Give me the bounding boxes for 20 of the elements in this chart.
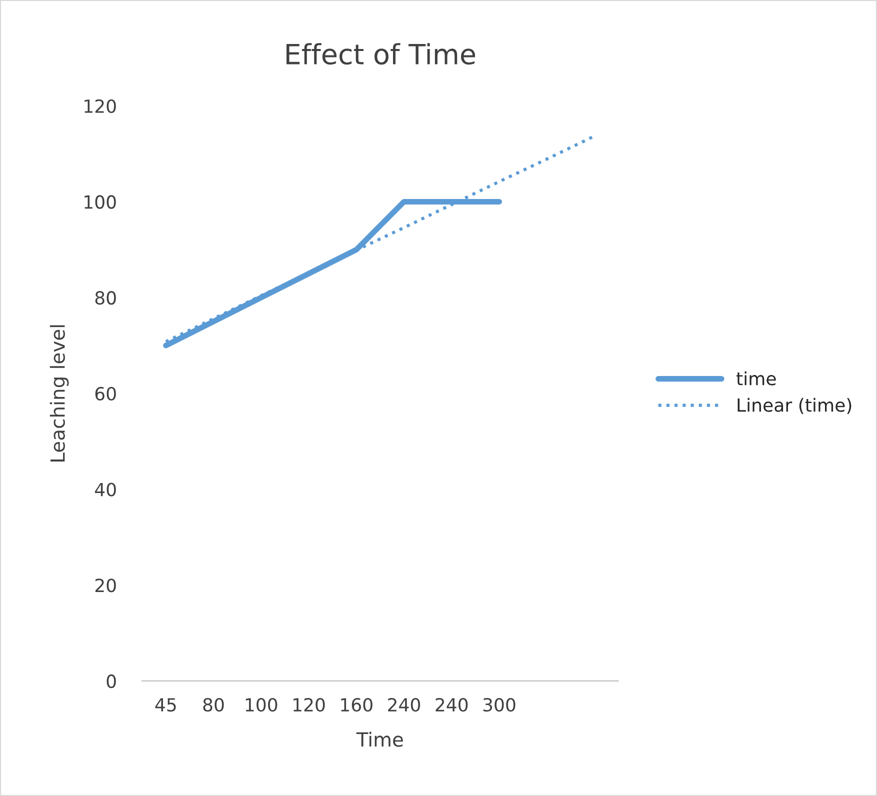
x-tick-label: 240 (388, 698, 420, 712)
x-axis-title: Time (356, 732, 403, 747)
legend-label: Linear (time) (738, 398, 852, 414)
chart-title: Effect of Time (286, 43, 476, 65)
y-axis-title: Leaching level (50, 325, 69, 462)
y-tick-label: 20 (95, 578, 116, 592)
y-tick-label: 60 (95, 386, 116, 401)
y-tick-label: 40 (94, 482, 116, 496)
x-tick-label: 100 (246, 698, 278, 712)
x-tick-label: 45 (155, 698, 176, 712)
x-tick-label: 160 (341, 698, 372, 712)
x-tick-label: 240 (436, 698, 468, 712)
y-tick-label: 80 (95, 291, 116, 305)
y-tick-label: 100 (84, 195, 116, 209)
legend-label: time (736, 371, 776, 386)
y-tick-label: 0 (106, 674, 116, 688)
x-tick-label: 120 (294, 698, 325, 712)
y-tick-label: 120 (84, 99, 116, 113)
x-tick-label: 80 (203, 698, 224, 712)
x-tick-label: 300 (483, 698, 516, 712)
